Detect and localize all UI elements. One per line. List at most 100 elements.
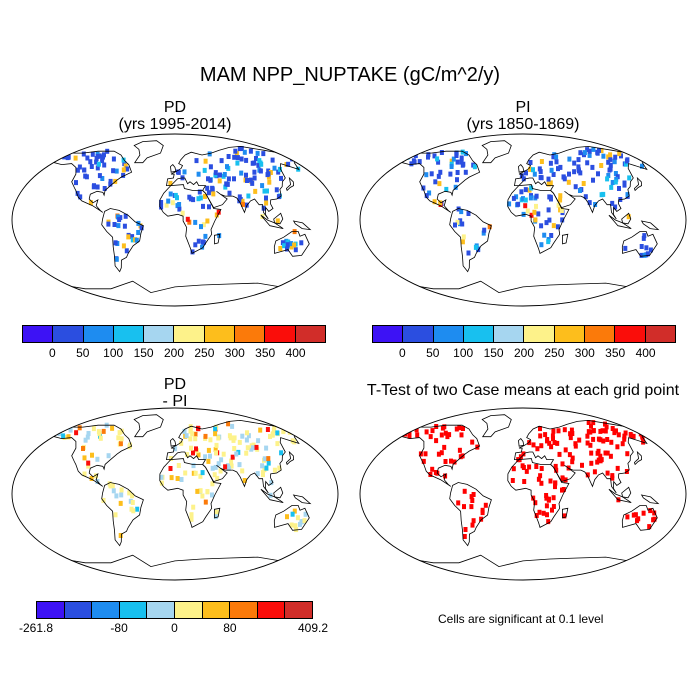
grid-cell: [73, 155, 78, 161]
map-pi: [359, 133, 687, 307]
grid-cell: [412, 159, 417, 165]
grid-cell: [585, 472, 590, 478]
grid-cell: [74, 180, 78, 186]
grid-cell: [111, 156, 116, 162]
grid-cell: [225, 181, 230, 187]
grid-cell: [543, 432, 548, 438]
coastline-greenland: [481, 414, 512, 438]
grid-cell: [454, 426, 459, 432]
grid-cell: [101, 428, 106, 434]
grid-cell: [463, 169, 468, 175]
grid-cell: [585, 147, 590, 153]
colorbar-tick-label: 300: [574, 346, 595, 360]
grid-cell: [187, 219, 192, 225]
grid-cell: [622, 433, 627, 439]
grid-cell: [598, 453, 603, 459]
grid-cell: [538, 473, 543, 479]
colorbar-box: [174, 602, 203, 618]
grid-cell: [641, 235, 646, 241]
grid-cell: [459, 432, 464, 438]
grid-cell: [218, 172, 222, 178]
grid-cell: [81, 446, 85, 451]
grid-cell: [625, 157, 630, 163]
grid-cell: [455, 159, 460, 165]
grid-cell: [582, 150, 587, 156]
colorbar-box: [144, 326, 175, 342]
grid-cell: [232, 446, 237, 451]
coastline-madagascar: [561, 233, 569, 245]
grid-cell: [270, 432, 275, 438]
grid-cell: [569, 427, 574, 433]
grid-cell: [246, 433, 251, 439]
grid-cell: [123, 213, 128, 219]
grid-cell: [168, 466, 173, 471]
grid-cell: [88, 159, 93, 165]
grid-cell: [547, 194, 552, 200]
coastline-australia: [273, 505, 310, 531]
grid-cell: [633, 512, 638, 518]
colorbar-tick-label: 0: [399, 346, 406, 360]
grid-cell: [599, 148, 604, 154]
grid-cell: [593, 202, 598, 207]
grid-cell: [95, 184, 100, 190]
grid-cell: [507, 201, 512, 207]
grid-cell: [601, 153, 606, 159]
grid-cell: [617, 151, 622, 157]
grid-cell: [587, 152, 592, 158]
grid-cell: [436, 451, 441, 457]
grid-cell: [124, 248, 129, 254]
grid-cell: [606, 159, 611, 165]
grid-cell: [290, 438, 295, 444]
grid-cell: [648, 247, 653, 253]
grid-cell: [232, 435, 237, 441]
grid-cell: [223, 184, 228, 190]
grid-cell: [245, 178, 249, 183]
grid-cell: [168, 456, 173, 461]
grid-cell: [437, 181, 442, 187]
panel-title-pi: PI (yrs 1850-1869): [358, 99, 688, 133]
grid-cell: [207, 204, 211, 210]
grid-cell: [189, 516, 194, 522]
grid-cell: [556, 202, 561, 208]
grid-cell: [470, 522, 475, 528]
grid-cell: [479, 516, 484, 522]
grid-cell: [225, 164, 229, 170]
grid-cell: [86, 463, 91, 469]
grid-cell: [457, 447, 462, 453]
grid-cell: [293, 523, 298, 529]
colorbar-box: [585, 326, 616, 342]
grid-cell: [546, 519, 551, 525]
grid-cell: [581, 181, 586, 186]
coastline-newguinea: [640, 494, 660, 505]
grid-cell: [260, 183, 265, 189]
grid-cell: [170, 200, 175, 206]
grid-cell: [585, 433, 590, 439]
grid-cell: [536, 211, 541, 217]
grid-cell: [546, 239, 551, 245]
grid-cell: [539, 466, 544, 471]
grid-cell: [114, 493, 119, 499]
grid-cell: [240, 198, 245, 204]
map-border: [359, 133, 687, 307]
grid-cell: [524, 468, 529, 474]
grid-cell: [534, 464, 539, 469]
grid-cell: [614, 176, 619, 182]
grid-cell: [421, 458, 426, 464]
grid-cell: [230, 423, 235, 429]
grid-cell: [184, 433, 189, 439]
grid-cell: [529, 212, 534, 218]
coastline-uk: [518, 438, 525, 447]
grid-cell: [130, 237, 135, 243]
grid-cell: [252, 175, 257, 181]
coastline-madagascar: [213, 507, 221, 519]
colorbar-tick-label: 100: [103, 346, 124, 360]
grid-cell: [86, 460, 91, 466]
grid-cell: [586, 420, 591, 425]
grid-cell: [615, 174, 620, 180]
grid-cell: [250, 180, 255, 186]
grid-cell: [226, 465, 231, 471]
grid-cell: [210, 481, 215, 487]
grid-cell: [280, 240, 285, 246]
grid-cell: [439, 432, 444, 438]
grid-cell: [610, 426, 615, 431]
